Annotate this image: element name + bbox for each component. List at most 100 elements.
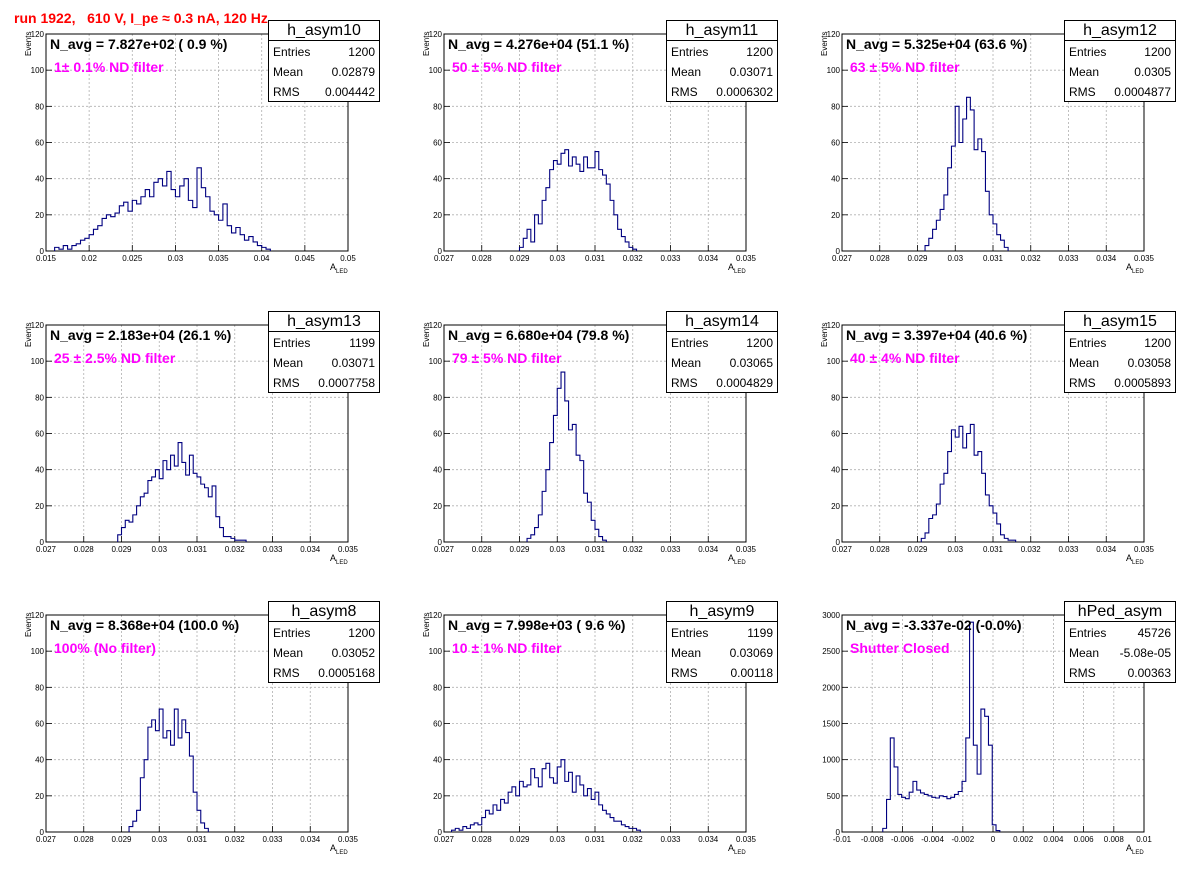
histogram-bin <box>898 794 902 832</box>
plot-frame <box>841 614 1145 833</box>
histogram-bin <box>538 787 542 832</box>
plot-frame <box>443 33 747 252</box>
stats-value: 1200 <box>1144 45 1171 59</box>
histogram-bin <box>909 792 913 832</box>
stats-box-title: h_asym13 <box>269 312 379 332</box>
histogram-bin <box>493 805 497 832</box>
histogram-bin <box>993 224 997 251</box>
x-tick-label: 0.029 <box>111 545 132 554</box>
x-tick-label: 0.029 <box>907 254 928 263</box>
histogram-plot: 0.027 0.028 0.029 0.03 0.031 0.032 0.033 0.034 0… <box>827 321 1155 554</box>
histogram-bin <box>610 818 614 832</box>
plot-frame <box>443 614 747 833</box>
histogram-bin <box>186 475 190 542</box>
y-tick-label: 80 <box>35 102 44 111</box>
histogram-bin <box>580 461 584 542</box>
y-tick-label: 80 <box>35 393 44 402</box>
histogram-bin <box>973 745 977 832</box>
stats-box-title: h_asym10 <box>269 21 379 41</box>
x-axis-title-subscript: LED <box>1132 268 1144 275</box>
stats-key: Entries <box>273 336 311 350</box>
y-tick-label: 500 <box>827 792 841 801</box>
y-tick-label: 120 <box>31 30 45 39</box>
histogram-bin <box>948 168 952 251</box>
histogram-bin <box>155 470 159 542</box>
histogram-bin <box>463 827 467 832</box>
stats-box: h_asym8 Entries 1200 Mean 0.03052 RMS 0.000516… <box>268 601 380 683</box>
stats-key: RMS <box>671 85 698 99</box>
x-tick-label: 0.034 <box>1096 545 1117 554</box>
x-axis-title: ALED <box>728 262 746 275</box>
stats-row: RMS 0.0004829 <box>671 373 773 393</box>
stats-row: RMS 0.0005168 <box>273 663 375 683</box>
histogram-bin <box>978 139 982 251</box>
histogram-bin <box>625 827 629 832</box>
y-tick-label: 100 <box>31 66 45 75</box>
histogram-bin <box>553 161 557 251</box>
x-tick-label: 0.027 <box>434 835 455 844</box>
x-tick-label: 0.032 <box>623 254 644 263</box>
histogram-bin <box>985 716 989 832</box>
histogram-bin <box>985 191 989 251</box>
y-tick-label: 0 <box>40 247 45 256</box>
stats-row: Mean 0.03071 <box>273 353 375 373</box>
n-avg-label: N_avg = 5.325e+04 (63.6 %) <box>846 36 1028 52</box>
stats-value: 1199 <box>747 626 773 640</box>
histogram-bin <box>614 215 618 251</box>
stats-row: Entries 1199 <box>671 623 773 643</box>
x-tick-label: 0.035 <box>736 545 757 554</box>
y-tick-label: 120 <box>429 611 443 620</box>
histogram-bin <box>119 206 123 251</box>
histogram-bin <box>591 799 595 832</box>
histogram-bin <box>240 235 244 251</box>
stats-value: 0.03058 <box>1127 356 1171 370</box>
histogram-bin <box>133 821 137 832</box>
histogram-panel-h_asym15: 0.027 0.028 0.029 0.03 0.031 0.032 0.033 0.034 0… <box>796 291 1194 581</box>
stats-value: 1199 <box>349 336 375 350</box>
x-axis-title-subscript: LED <box>734 849 746 856</box>
histogram-bin <box>201 188 205 251</box>
stats-box-title: h_asym12 <box>1065 21 1175 41</box>
stats-row: RMS 0.004442 <box>273 82 375 102</box>
histogram-panel-hPed_asym: -0.01 -0.008 -0.006 -0.004 -0.002 0 0.002 0.004… <box>796 581 1194 871</box>
stats-row: Mean 0.03069 <box>671 643 773 663</box>
histogram-bin <box>512 787 516 832</box>
histogram-bin <box>152 477 156 542</box>
histogram-bin <box>958 791 962 832</box>
filter-label: 10 ± 1% ND filter <box>452 640 562 656</box>
histogram-bin <box>81 240 85 251</box>
y-tick-label: 20 <box>433 211 442 220</box>
stats-row: Entries 45726 <box>1069 623 1171 643</box>
y-tick-label: 40 <box>35 466 44 475</box>
y-tick-label: 120 <box>827 30 841 39</box>
histogram-bin <box>508 792 512 832</box>
stats-value: 0.0005168 <box>318 666 375 680</box>
histogram-bin <box>210 211 214 251</box>
histogram-bin <box>538 224 542 251</box>
histogram-bin <box>137 204 141 251</box>
y-tick-label: 40 <box>433 175 442 184</box>
x-tick-label: -0.004 <box>921 835 944 844</box>
y-tick-label: 0 <box>40 538 45 547</box>
x-tick-label: 0.006 <box>1074 835 1095 844</box>
histogram-bin <box>569 772 573 832</box>
y-tick-label: 60 <box>35 139 44 148</box>
histogram-bin <box>197 168 201 251</box>
y-tick-label: 40 <box>433 756 442 765</box>
y-tick-label: 40 <box>831 466 840 475</box>
histogram-bin <box>606 814 610 832</box>
histogram-bin <box>76 244 80 251</box>
histogram-plot: 0.027 0.028 0.029 0.03 0.031 0.032 0.033 0.034 0… <box>31 611 359 844</box>
x-tick-label: 0.034 <box>300 545 321 554</box>
x-tick-label: 0.027 <box>36 545 57 554</box>
y-tick-label: 2000 <box>822 683 840 692</box>
histogram-bin <box>137 506 141 542</box>
histogram-bin <box>967 434 971 543</box>
stats-box-title: h_asym11 <box>667 21 777 41</box>
histogram-plot: 0.027 0.028 0.029 0.03 0.031 0.032 0.033 0.034 0… <box>429 611 757 844</box>
histogram-bin <box>936 798 940 832</box>
histogram-bin <box>595 152 599 251</box>
stats-value: 0.03069 <box>729 646 773 660</box>
stats-value: 0.02879 <box>331 65 375 79</box>
stats-value: 0.03052 <box>331 646 375 660</box>
